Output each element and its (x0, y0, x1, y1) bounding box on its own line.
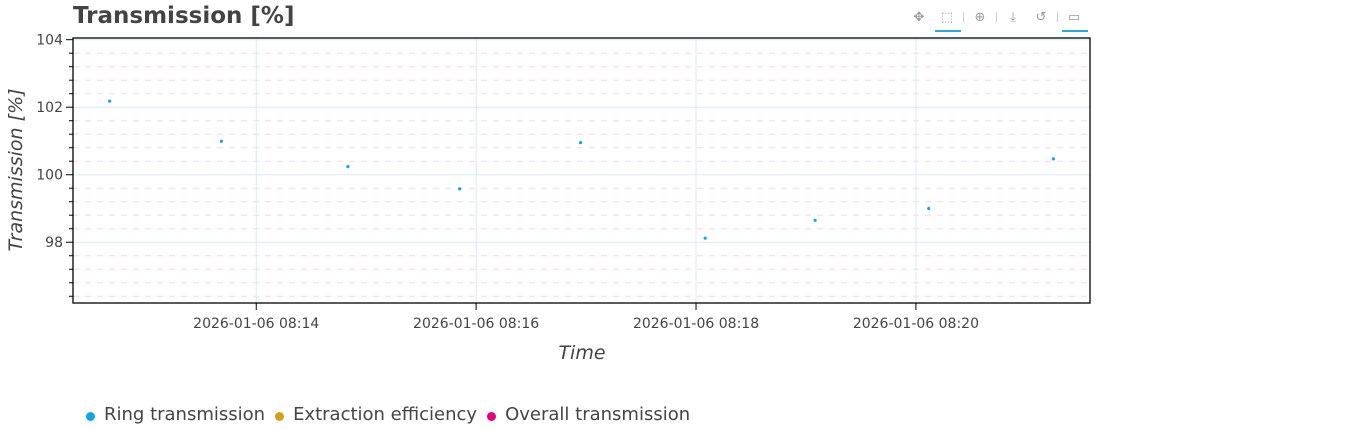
toolbar-divider (963, 12, 964, 22)
data-point (927, 206, 931, 211)
y-tick-label: 98 (45, 235, 63, 251)
x-axis-label: Time (558, 342, 605, 364)
x-tick-label: 2026-01-06 08:20 (853, 316, 979, 332)
legend: Ring transmission Extraction efficiency … (86, 404, 700, 425)
legend-label: Extraction efficiency (293, 404, 478, 425)
legend-marker (86, 411, 95, 421)
y-tick-label: 102 (36, 100, 63, 116)
chart-title: Transmission [%] (73, 3, 295, 29)
data-point (703, 236, 707, 240)
data-point (108, 99, 112, 103)
hover-icon[interactable]: ▭ (1060, 5, 1088, 32)
toolbar: ✥ ⬚ ⊕ ⤓ ↺ ▭ (905, 4, 1088, 32)
y-tick-label: 104 (36, 33, 63, 49)
save-icon[interactable]: ⤓ (1010, 9, 1016, 25)
data-point (1051, 157, 1055, 161)
pan-icon[interactable]: ✥ (913, 9, 925, 25)
reset-icon[interactable]: ↺ (1035, 9, 1047, 25)
legend-item-ring[interactable]: Ring transmission (86, 404, 265, 425)
data-point (219, 139, 224, 143)
data-point (458, 187, 462, 191)
y-tick-label: 100 (36, 168, 63, 184)
box-zoom-icon[interactable]: ⬚ (933, 5, 961, 32)
legend-item-extraction[interactable]: Extraction efficiency (275, 404, 477, 425)
toolbar-divider (996, 12, 997, 22)
legend-label: Ring transmission (104, 404, 266, 425)
data-point (813, 218, 817, 222)
x-tick-label: 2026-01-06 08:14 (193, 316, 319, 332)
data-point (578, 141, 583, 145)
x-tick-label: 2026-01-06 08:16 (413, 316, 539, 332)
wheel-zoom-icon[interactable]: ⊕ (974, 9, 986, 25)
legend-marker (275, 411, 285, 421)
y-axis-label: Transmission [%] (5, 89, 27, 252)
legend-label: Overall transmission (505, 404, 691, 425)
x-tick-label: 2026-01-06 08:18 (633, 316, 759, 332)
legend-item-overall[interactable]: Overall transmission (487, 404, 690, 425)
data-point (346, 165, 350, 169)
plot-frame (72, 37, 1091, 304)
chart-area[interactable]: 98 100 102 104 2026-01-06 08:14 2026-01-06 08… (0, 0, 1366, 400)
toolbar-divider (1057, 12, 1058, 22)
legend-marker (487, 411, 497, 421)
